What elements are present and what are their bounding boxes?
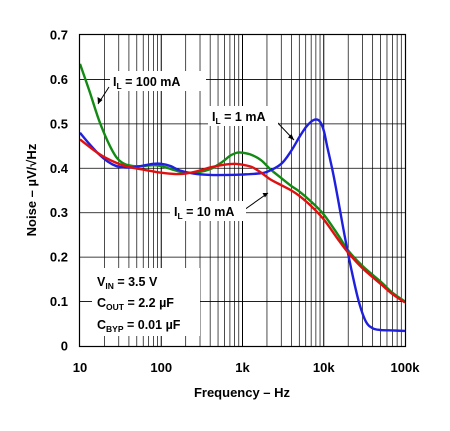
condition-cout: COUT = 2.2 µF bbox=[97, 296, 174, 312]
x-tick-label: 10 bbox=[73, 360, 87, 375]
label-box-il1 bbox=[208, 106, 278, 126]
arrowhead-il1 bbox=[288, 134, 294, 140]
label-il10: IL = 10 mA bbox=[174, 205, 234, 221]
plot-frame bbox=[78, 33, 407, 348]
series-line-2 bbox=[79, 138, 406, 304]
condition-cbyp: CBYP = 0.01 µF bbox=[97, 318, 181, 334]
series-line-0 bbox=[78, 63, 406, 303]
y-tick-label: 0.3 bbox=[50, 205, 68, 220]
y-tick-label: 0.6 bbox=[50, 72, 68, 87]
annotation-arrows bbox=[97, 86, 295, 211]
y-axis-title: Noise – µV/√Hz bbox=[24, 143, 39, 236]
y-tick-label: 0.1 bbox=[50, 294, 68, 309]
arrowhead-il10 bbox=[262, 193, 268, 198]
series-lines bbox=[78, 63, 406, 333]
arrowhead-il100 bbox=[97, 97, 103, 104]
label-il100: IL = 100 mA bbox=[113, 75, 180, 91]
y-tick-labels: 0 0.1 0.2 0.3 0.4 0.5 0.6 0.7 bbox=[50, 28, 69, 354]
x-axis-title: Frequency – Hz bbox=[194, 385, 291, 400]
y-tick-label: 0 bbox=[61, 339, 68, 354]
condition-vin: VIN = 3.5 V bbox=[97, 275, 158, 291]
x-tick-label: 1k bbox=[235, 360, 250, 375]
conditions-box bbox=[92, 268, 200, 336]
label-box-il100 bbox=[110, 71, 206, 91]
label-il1: IL = 1 mA bbox=[212, 110, 266, 126]
x-tick-label: 10k bbox=[313, 360, 335, 375]
label-box-il10 bbox=[170, 201, 246, 221]
x-tick-labels: 10 100 1k 10k 100k bbox=[73, 360, 420, 375]
y-tick-label: 0.4 bbox=[50, 161, 69, 176]
y-tick-label: 0.2 bbox=[50, 250, 68, 265]
x-tick-label: 100k bbox=[391, 360, 421, 375]
y-tick-label: 0.5 bbox=[50, 116, 68, 131]
y-tick-label: 0.7 bbox=[50, 28, 68, 43]
x-tick-label: 100 bbox=[150, 360, 172, 375]
arrow-il10 bbox=[243, 192, 269, 211]
